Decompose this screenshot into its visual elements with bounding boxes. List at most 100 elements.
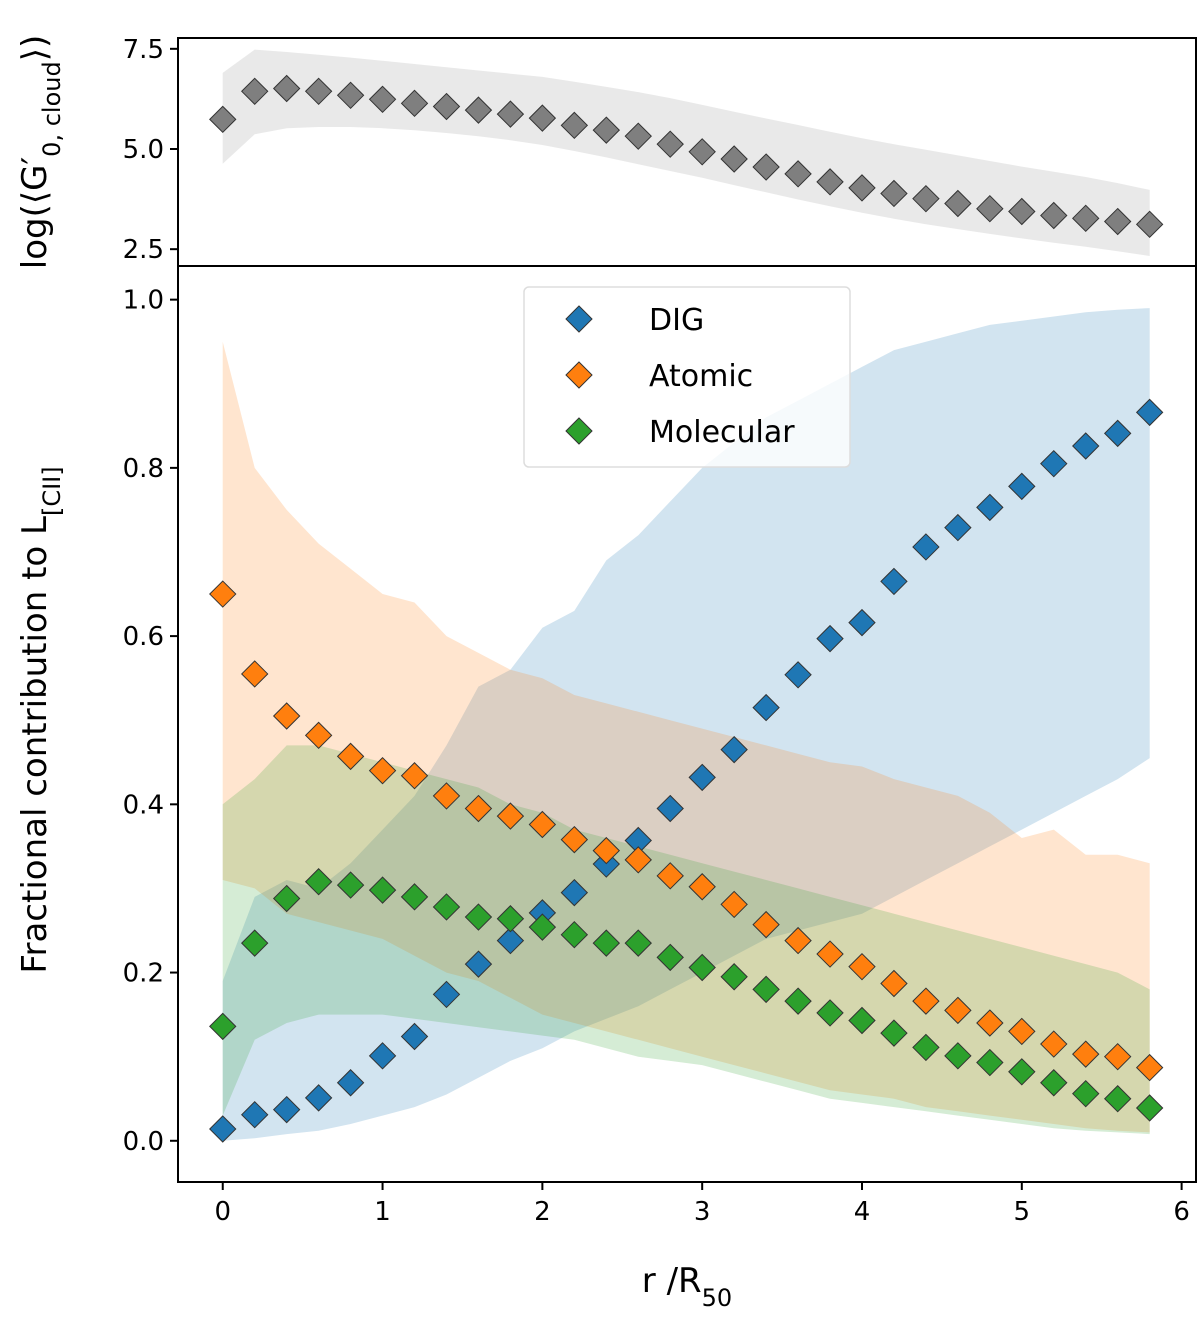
point [496,802,525,830]
y-tick-label: 0.8 [123,454,164,484]
x-axis-label: r /R50 [642,1261,732,1312]
point [241,1101,269,1129]
point [976,1048,1004,1077]
point [272,1095,301,1124]
legend-label: Molecular [649,415,795,450]
point [720,145,748,173]
point [1103,1085,1132,1113]
point [880,1019,908,1047]
point [592,116,621,144]
point [496,905,525,933]
point [400,762,429,790]
point [752,975,780,1004]
point [1072,1079,1100,1108]
point [496,100,525,128]
point [368,876,397,904]
x-tick-label: 2 [534,1197,551,1227]
point [1040,1069,1068,1097]
band [222,49,1150,256]
point [784,987,812,1015]
point [688,873,716,901]
point [432,92,461,121]
y-tick-label: 7.5 [123,35,164,65]
point [1040,201,1068,230]
legend-label: DIG [649,303,704,338]
point [784,926,812,955]
y-tick-label: 0.0 [123,1127,164,1157]
legend-marker [565,305,593,333]
point [464,903,493,931]
point [880,567,908,596]
point [432,893,461,921]
point [1135,1094,1164,1122]
point [1040,1030,1068,1058]
y-axis-label-main: log(⟨G′ [15,157,55,269]
point [1008,197,1036,226]
point [1072,1040,1100,1068]
x-axis-label-sub: 50 [702,1284,733,1312]
y-tick-label: 5.0 [123,135,164,165]
point [1040,449,1068,478]
point [368,85,397,114]
point [976,493,1004,522]
point [784,160,812,188]
x-tick-label: 6 [1173,1197,1190,1227]
point [624,929,652,957]
y-tick-label: 0.6 [123,622,164,652]
point [209,105,237,134]
point [976,1009,1004,1037]
y-axis-label-sub: 0, cloud [38,61,66,157]
point [1135,1053,1164,1082]
point [528,104,557,132]
point [528,810,557,839]
point [592,836,621,865]
point [848,608,876,637]
point [656,862,684,890]
x-tick-label: 1 [374,1197,391,1227]
x-tick-label: 0 [214,1197,231,1227]
legend-label: Atomic [649,359,753,394]
point [209,580,237,608]
point [400,883,429,911]
point [209,1012,237,1041]
point [464,794,493,823]
point [816,940,844,968]
y-axis-label-sub: [CII] [38,466,66,516]
point [656,130,684,158]
point [944,513,972,542]
y-tick-label: 0.2 [123,959,164,989]
y-axis-label: Fractional contribution to L[CII] [15,466,66,973]
point [272,702,301,730]
y-tick-label: 2.5 [123,235,164,265]
point [944,1042,972,1070]
point [624,846,652,874]
x-tick-label: 5 [1014,1197,1031,1227]
point [816,168,844,196]
band [222,745,1150,1135]
point [976,194,1004,223]
axes-frame [177,265,1197,1183]
point [848,952,876,981]
point [1072,432,1100,460]
point [528,913,557,941]
point [784,661,812,689]
point [1008,1058,1036,1086]
point [848,1006,876,1035]
point [400,89,429,118]
point [656,943,684,972]
point [624,122,652,150]
point [688,763,716,792]
point [400,1022,429,1051]
point [848,174,876,202]
point [304,721,333,750]
point [241,77,269,106]
point [720,963,748,991]
point [688,138,716,166]
point [944,996,972,1025]
point [496,926,525,955]
point [1008,472,1036,501]
point [1008,1017,1036,1046]
point [944,189,972,218]
point [432,782,461,810]
